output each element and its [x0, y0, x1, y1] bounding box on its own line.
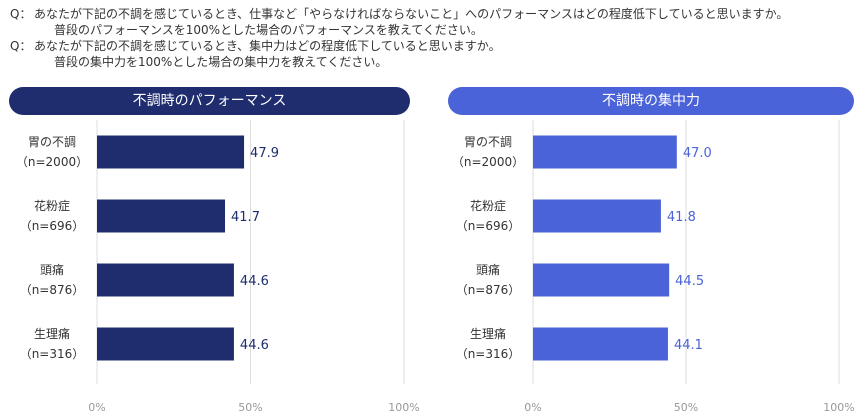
chart-1-value-label-3: 44.1: [674, 338, 703, 353]
question-1-line-2: 普段のパフォーマンスを100%とした場合のパフォーマンスを教えてください。: [10, 22, 860, 38]
chart-1-bar-0: [533, 135, 677, 169]
chart-1-tick-label-2: 100%: [823, 401, 854, 414]
chart-1-category-name-3: 生理痛: [469, 327, 506, 341]
left-chart-title-text: 不調時のパフォーマンス: [132, 93, 287, 109]
chart-0-bar-0: [97, 135, 245, 169]
question-1-subtext: 普段のパフォーマンスを100%とした場合のパフォーマンスを教えてください。: [54, 23, 483, 37]
question-1-line-1: Q： あなたが下記の不調を感じているとき、仕事など「やらなければならないこと」へ…: [10, 6, 860, 22]
chart-0-category-label-3: 生理痛 （n=316）: [7, 324, 97, 364]
chart-0-value-label-1: 41.7: [231, 210, 260, 225]
chart-0-value-label-0: 47.9: [250, 146, 279, 161]
chart-0-category-name-3: 生理痛: [33, 327, 70, 341]
question-2-text: あなたが下記の不調を感じているとき、集中力はどの程度低下していると思いますか。: [34, 39, 501, 53]
chart-1-svg: 0% 50% 100% 47.0 41.8 44.5 44.1: [524, 120, 855, 414]
chart-1-value-label-1: 41.8: [667, 210, 696, 225]
chart-1-category-name-1: 花粉症: [469, 199, 506, 213]
chart-0-value-label-3: 44.6: [240, 338, 269, 353]
chart-1-category-n-1: （n=696）: [455, 219, 521, 233]
chart-0-bar-3: [97, 327, 234, 361]
chart-0-category-name-2: 頭痛: [39, 263, 64, 277]
chart-0-category-n-3: （n=316）: [19, 347, 85, 361]
chart-1-bar-2: [533, 263, 670, 297]
chart-1-bar-3: [533, 327, 668, 361]
right-chart-panel: 0% 50% 100% 47.0 41.8 44.5 44.1 胃の不調 （n=2000） 花粉症…: [436, 120, 866, 419]
chart-1-category-label-2: 頭痛 （n=876）: [443, 260, 533, 300]
chart-0-category-n-2: （n=876）: [19, 283, 85, 297]
chart-1-value-label-2: 44.5: [675, 274, 704, 289]
chart-0-bar-1: [97, 199, 226, 233]
chart-1-category-label-0: 胃の不調 （n=2000）: [443, 132, 533, 172]
chart-0-category-name-1: 花粉症: [33, 199, 70, 213]
right-chart-title: 不調時の集中力: [448, 87, 854, 115]
chart-1-category-n-0: （n=2000）: [451, 155, 525, 169]
chart-1-category-name-2: 頭痛: [475, 263, 500, 277]
chart-0-category-label-1: 花粉症 （n=696）: [7, 196, 97, 236]
question-1-text: あなたが下記の不調を感じているとき、仕事など「やらなければならないこと」へのパフ…: [34, 7, 789, 21]
chart-0-category-n-0: （n=2000）: [15, 155, 89, 169]
chart-0-bar-2: [97, 263, 234, 297]
question-2-marker: Q：: [10, 39, 32, 53]
left-chart-title: 不調時のパフォーマンス: [9, 87, 410, 115]
chart-0-tick-label-0: 0%: [88, 401, 105, 414]
chart-0-category-label-2: 頭痛 （n=876）: [7, 260, 97, 300]
chart-1-bar-1: [533, 199, 661, 233]
chart-0-category-name-0: 胃の不調: [27, 135, 76, 149]
chart-1-tick-label-1: 50%: [674, 401, 698, 414]
chart-1-category-label-1: 花粉症 （n=696）: [443, 196, 533, 236]
chart-1-category-label-3: 生理痛 （n=316）: [443, 324, 533, 364]
chart-1-tick-label-0: 0%: [524, 401, 541, 414]
question-block: Q： あなたが下記の不調を感じているとき、仕事など「やらなければならないこと」へ…: [10, 6, 860, 70]
chart-1-value-label-0: 47.0: [683, 146, 712, 161]
left-chart-panel: 0% 50% 100% 47.9 41.7 44.6 44.6 胃の不調 （n=2000） 花粉症…: [0, 120, 430, 419]
chart-0-tick-label-1: 50%: [238, 401, 262, 414]
chart-1-category-name-0: 胃の不調: [463, 135, 512, 149]
right-chart-title-text: 不調時の集中力: [602, 93, 700, 109]
chart-1-category-n-3: （n=316）: [455, 347, 521, 361]
chart-0-category-label-0: 胃の不調 （n=2000）: [7, 132, 97, 172]
chart-1-category-n-2: （n=876）: [455, 283, 521, 297]
chart-0-svg: 0% 50% 100% 47.9 41.7 44.6 44.6: [88, 120, 420, 414]
question-1-marker: Q：: [10, 7, 32, 21]
chart-0-tick-label-2: 100%: [388, 401, 419, 414]
chart-0-value-label-2: 44.6: [240, 274, 269, 289]
question-2-line-2: 普段の集中力を100%とした場合の集中力を教えてください。: [10, 54, 860, 70]
question-2-subtext: 普段の集中力を100%とした場合の集中力を教えてください。: [54, 55, 388, 69]
question-2-line-1: Q： あなたが下記の不調を感じているとき、集中力はどの程度低下していると思います…: [10, 38, 860, 54]
chart-0-category-n-1: （n=696）: [19, 219, 85, 233]
